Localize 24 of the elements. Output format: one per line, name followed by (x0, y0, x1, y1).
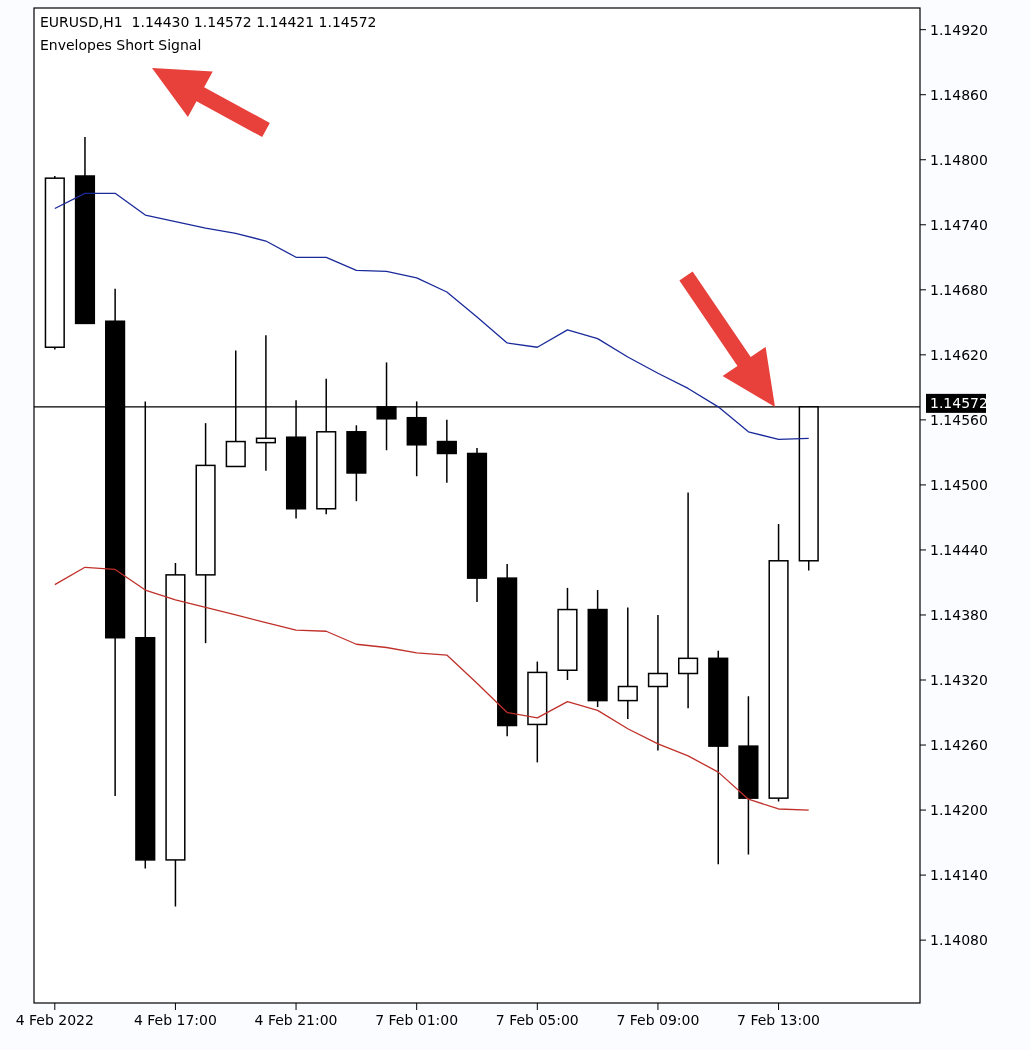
y-tick-label: 1.14860 (930, 86, 988, 103)
x-tick-label: 7 Feb 05:00 (495, 1012, 579, 1028)
y-tick-label: 1.14740 (930, 216, 988, 233)
x-tick-label: 7 Feb 01:00 (375, 1012, 459, 1028)
y-tick-label: 1.14140 (930, 867, 988, 883)
chart-title: EURUSD,H1 1.14430 1.14572 1.14421 1.14572 (40, 14, 377, 30)
y-tick-label: 1.14380 (930, 606, 988, 623)
y-tick-label: 1.14440 (930, 541, 988, 558)
y-tick-label: 1.14560 (930, 411, 988, 428)
text: Envelopes Short Signal (40, 37, 202, 53)
y-tick-label: 1.14800 (930, 151, 988, 168)
y-tick-label: 1.14080 (930, 932, 988, 949)
x-tick-label: 7 Feb 13:00 (737, 1012, 821, 1028)
x-tick-label: 4 Feb 17:00 (133, 1012, 217, 1028)
y-tick-label: 1.14260 (930, 736, 988, 753)
y-tick-label: 1.14200 (930, 801, 988, 818)
x-tick-label: 4 Feb 2022 (15, 1012, 94, 1028)
y-tick-label: 1.14620 (930, 346, 988, 363)
x-tick-label: 7 Feb 09:00 (616, 1012, 700, 1028)
y-tick-label: 1.14320 (930, 671, 988, 688)
y-tick-label: 1.14680 (930, 281, 988, 298)
y-tick-label: 1.14500 (930, 476, 988, 493)
x-tick-label: 4 Feb 21:00 (254, 1012, 338, 1028)
y-tick-label: 1.14920 (930, 21, 988, 38)
